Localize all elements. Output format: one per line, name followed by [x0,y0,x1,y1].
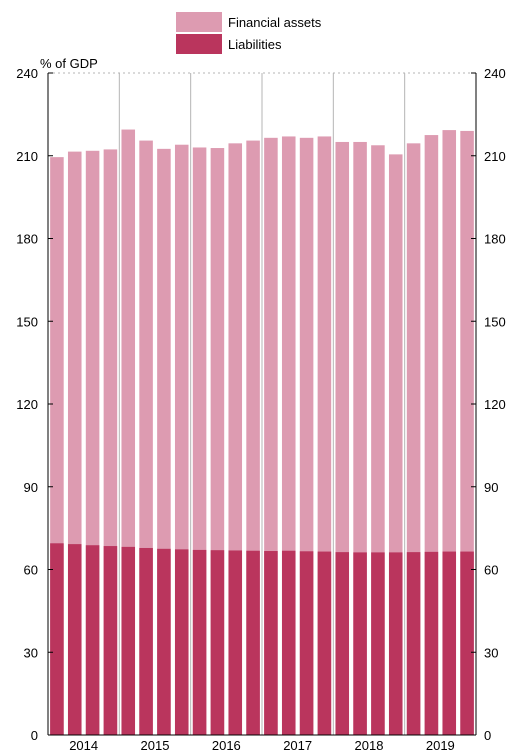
liabilities-bar [264,551,278,735]
gridlines [48,72,476,735]
x-tick-label: 2017 [283,738,312,752]
legend-swatch-liabilities [176,34,222,54]
right-y-tick-label: 240 [484,66,506,81]
liabilities-bar [442,551,457,735]
liabilities-bar [67,544,82,735]
left-y-tick-label: 240 [16,66,38,81]
legend-label-liabilities: Liabilities [228,37,282,52]
liabilities-bar [406,552,421,735]
legend-swatch-financial-assets [176,12,222,32]
y-axis-unit-label: % of GDP [40,56,98,71]
left-y-tick-label: 150 [16,314,38,329]
right-y-tick-label: 30 [484,645,498,660]
x-tick-label: 2014 [69,738,98,752]
x-tick-label: 2018 [355,738,384,752]
right-y-tick-label: 120 [484,397,506,412]
liabilities-bar [121,546,136,735]
legend: Financial assets Liabilities [176,12,322,54]
liabilities-bars [50,543,474,735]
liabilities-bar [424,551,439,735]
right-y-tick-labels: 0 30 60 90 120 150 180 210 240 [484,66,506,743]
left-y-tick-label: 180 [16,232,38,247]
left-y-tick-label: 30 [24,645,38,660]
left-y-tick-label: 120 [16,397,38,412]
liabilities-bar [388,552,403,735]
x-tick-labels: 2014 2015 2016 2017 2018 2019 [69,738,455,752]
left-y-tick-label: 90 [24,480,38,495]
right-y-tick-label: 90 [484,480,498,495]
liabilities-bar [210,550,225,735]
x-tick-label: 2019 [426,738,455,752]
liabilities-bar [299,551,314,735]
right-y-tick-label: 150 [484,314,506,329]
right-y-tick-label: 180 [484,232,506,247]
liabilities-bar [353,552,367,735]
liabilities-bar [85,545,100,735]
plot-area [47,72,477,736]
right-y-tick-label: 210 [484,149,506,164]
left-y-tick-labels: 0 30 60 90 120 150 180 210 240 [16,66,38,743]
liabilities-bar [192,549,207,735]
liabilities-bar [228,550,243,735]
x-tick-label: 2016 [212,738,241,752]
legend-label-financial-assets: Financial assets [228,15,322,30]
liabilities-bar [157,548,171,735]
x-tick-label: 2015 [141,738,170,752]
liabilities-bar [246,550,260,735]
left-y-tick-label: 60 [24,563,38,578]
liabilities-bar [50,543,64,735]
liabilities-bar [460,551,474,735]
left-y-tick-label: 210 [16,149,38,164]
left-y-tick-label: 0 [31,728,38,743]
liabilities-bar [139,547,153,735]
liabilities-bar [317,551,332,735]
liabilities-bar [335,552,350,735]
right-y-tick-label: 0 [484,728,491,743]
right-y-tick-label: 60 [484,563,498,578]
liabilities-bar [174,549,189,735]
liabilities-bar [371,552,385,735]
axes [47,72,477,736]
liabilities-bar [281,550,296,735]
liabilities-bar [103,546,118,735]
